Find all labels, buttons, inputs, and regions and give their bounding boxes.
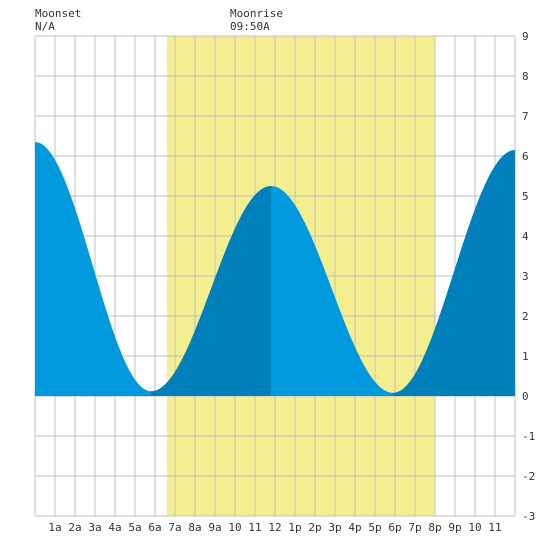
x-tick-label: 12	[268, 521, 281, 534]
tide-rising-area	[151, 186, 271, 396]
y-tick-label: 9	[522, 30, 529, 43]
x-tick-label: 1a	[48, 521, 61, 534]
x-tick-label: 3p	[328, 521, 341, 534]
x-tick-label: 7p	[408, 521, 421, 534]
y-tick-label: 2	[522, 310, 529, 323]
y-tick-label: 7	[522, 110, 529, 123]
x-tick-label: 7a	[168, 521, 181, 534]
x-tick-label: 1p	[288, 521, 301, 534]
y-tick-label: 0	[522, 390, 529, 403]
y-tick-label: 1	[522, 350, 529, 363]
x-tick-label: 8p	[428, 521, 441, 534]
x-tick-label: 5a	[128, 521, 141, 534]
y-tick-label: 5	[522, 190, 529, 203]
x-tick-label: 6p	[388, 521, 401, 534]
x-tick-label: 11	[488, 521, 501, 534]
y-tick-label: 8	[522, 70, 529, 83]
x-tick-label: 6a	[148, 521, 161, 534]
x-tick-label: 9p	[448, 521, 461, 534]
moonset-time: N/A	[35, 20, 55, 33]
x-tick-label: 8a	[188, 521, 201, 534]
x-tick-label: 4p	[348, 521, 361, 534]
y-tick-label: 3	[522, 270, 529, 283]
x-tick-label: 5p	[368, 521, 381, 534]
moonrise-label: Moonrise	[230, 7, 283, 20]
x-tick-label: 4a	[108, 521, 121, 534]
x-tick-label: 10	[228, 521, 241, 534]
y-tick-label: -1	[522, 430, 535, 443]
x-tick-label: 9a	[208, 521, 221, 534]
y-tick-label: -2	[522, 470, 535, 483]
moonset-label: Moonset	[35, 7, 82, 20]
x-tick-label: 11	[248, 521, 261, 534]
x-tick-label: 3a	[88, 521, 101, 534]
tide-falling-area	[271, 186, 393, 396]
x-tick-label: 2a	[68, 521, 81, 534]
tide-rising-area	[393, 150, 515, 396]
x-tick-label: 10	[468, 521, 481, 534]
y-tick-label: 6	[522, 150, 529, 163]
moonrise-time: 09:50A	[230, 20, 270, 33]
tide-falling-area	[35, 142, 151, 396]
y-tick-label: -3	[522, 510, 535, 523]
x-tick-label: 2p	[308, 521, 321, 534]
y-tick-label: 4	[522, 230, 529, 243]
